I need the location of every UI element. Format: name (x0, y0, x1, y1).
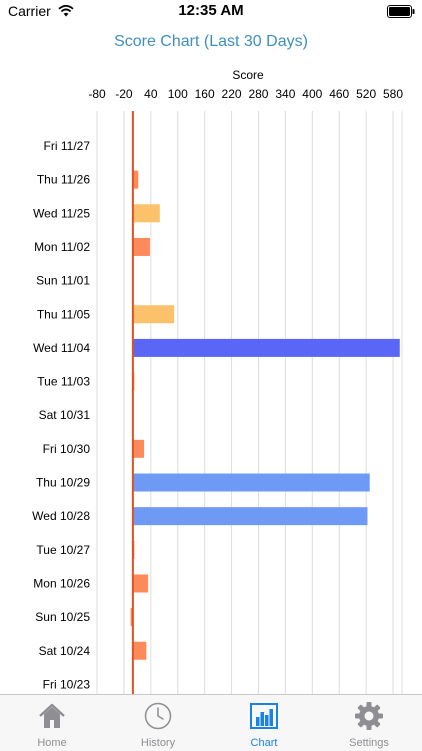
category-label: Wed 10/28 (32, 509, 90, 523)
category-label: Thu 11/26 (37, 173, 90, 187)
bar (132, 507, 368, 526)
tab-settings-label: Settings (349, 737, 389, 749)
page-title: Score Chart (Last 30 Days) (114, 33, 308, 50)
status-bar: Carrier 12:35 AM (0, 0, 422, 22)
bar (132, 338, 400, 357)
tick-label: 340 (275, 87, 295, 101)
bar (132, 170, 139, 189)
x-axis-label: Score (232, 68, 264, 82)
category-label: Thu 11/05 (37, 307, 90, 321)
category-label: Fri 11/27 (44, 139, 91, 153)
bar (130, 608, 133, 627)
tick-label: 160 (195, 87, 215, 101)
gear-icon (355, 702, 383, 730)
battery-icon (387, 5, 415, 18)
carrier-label: Carrier (8, 3, 51, 19)
bar-chart-icon (250, 703, 278, 729)
bar (132, 305, 175, 324)
category-label: Thu 10/29 (36, 476, 90, 490)
category-label: Mon 10/26 (33, 576, 90, 590)
tick-label: 520 (356, 87, 376, 101)
tick-label: 400 (302, 87, 322, 101)
tab-home[interactable]: Home (10, 695, 94, 751)
tab-settings[interactable]: Settings (327, 695, 411, 751)
tab-history[interactable]: History (116, 695, 200, 751)
tab-home-label: Home (37, 737, 67, 749)
category-label: Wed 11/04 (33, 341, 90, 355)
clock-icon (144, 702, 172, 730)
tab-bar: Home History Chart Settin (0, 694, 422, 751)
category-label: Sun 11/01 (36, 274, 90, 288)
category-label: Fri 10/30 (43, 442, 91, 456)
bar (132, 641, 147, 660)
category-label: Tue 10/27 (36, 543, 90, 557)
home-icon (39, 703, 65, 728)
status-time: 12:35 AM (178, 2, 244, 19)
tab-history-label: History (140, 737, 176, 749)
score-chart: Score -80 -20 40 100 160 220 280 340 400 460 520 580… (32, 68, 403, 694)
bar (132, 439, 145, 458)
tick-label: 40 (144, 87, 158, 101)
bar (132, 473, 370, 492)
tick-label: -20 (115, 87, 133, 101)
tab-chart-label: Chart (250, 737, 278, 749)
category-label: Tue 11/03 (37, 375, 90, 389)
category-label: Wed 11/25 (33, 206, 90, 220)
bar (132, 574, 149, 593)
tick-label: 100 (168, 87, 188, 101)
bar (132, 204, 160, 223)
tick-label: 460 (329, 87, 349, 101)
wifi-icon (58, 4, 74, 17)
bar (132, 237, 150, 256)
tick-label: 220 (222, 87, 242, 101)
category-label: Mon 11/02 (34, 240, 90, 254)
category-label: Fri 10/23 (43, 677, 91, 691)
tick-label: -80 (88, 87, 106, 101)
tab-chart[interactable]: Chart (222, 695, 306, 751)
tick-label: 280 (248, 87, 268, 101)
category-label: Sat 10/31 (39, 408, 91, 422)
category-label: Sun 10/25 (35, 610, 90, 624)
tick-label: 580 (383, 87, 403, 101)
category-label: Sat 10/24 (39, 644, 91, 658)
